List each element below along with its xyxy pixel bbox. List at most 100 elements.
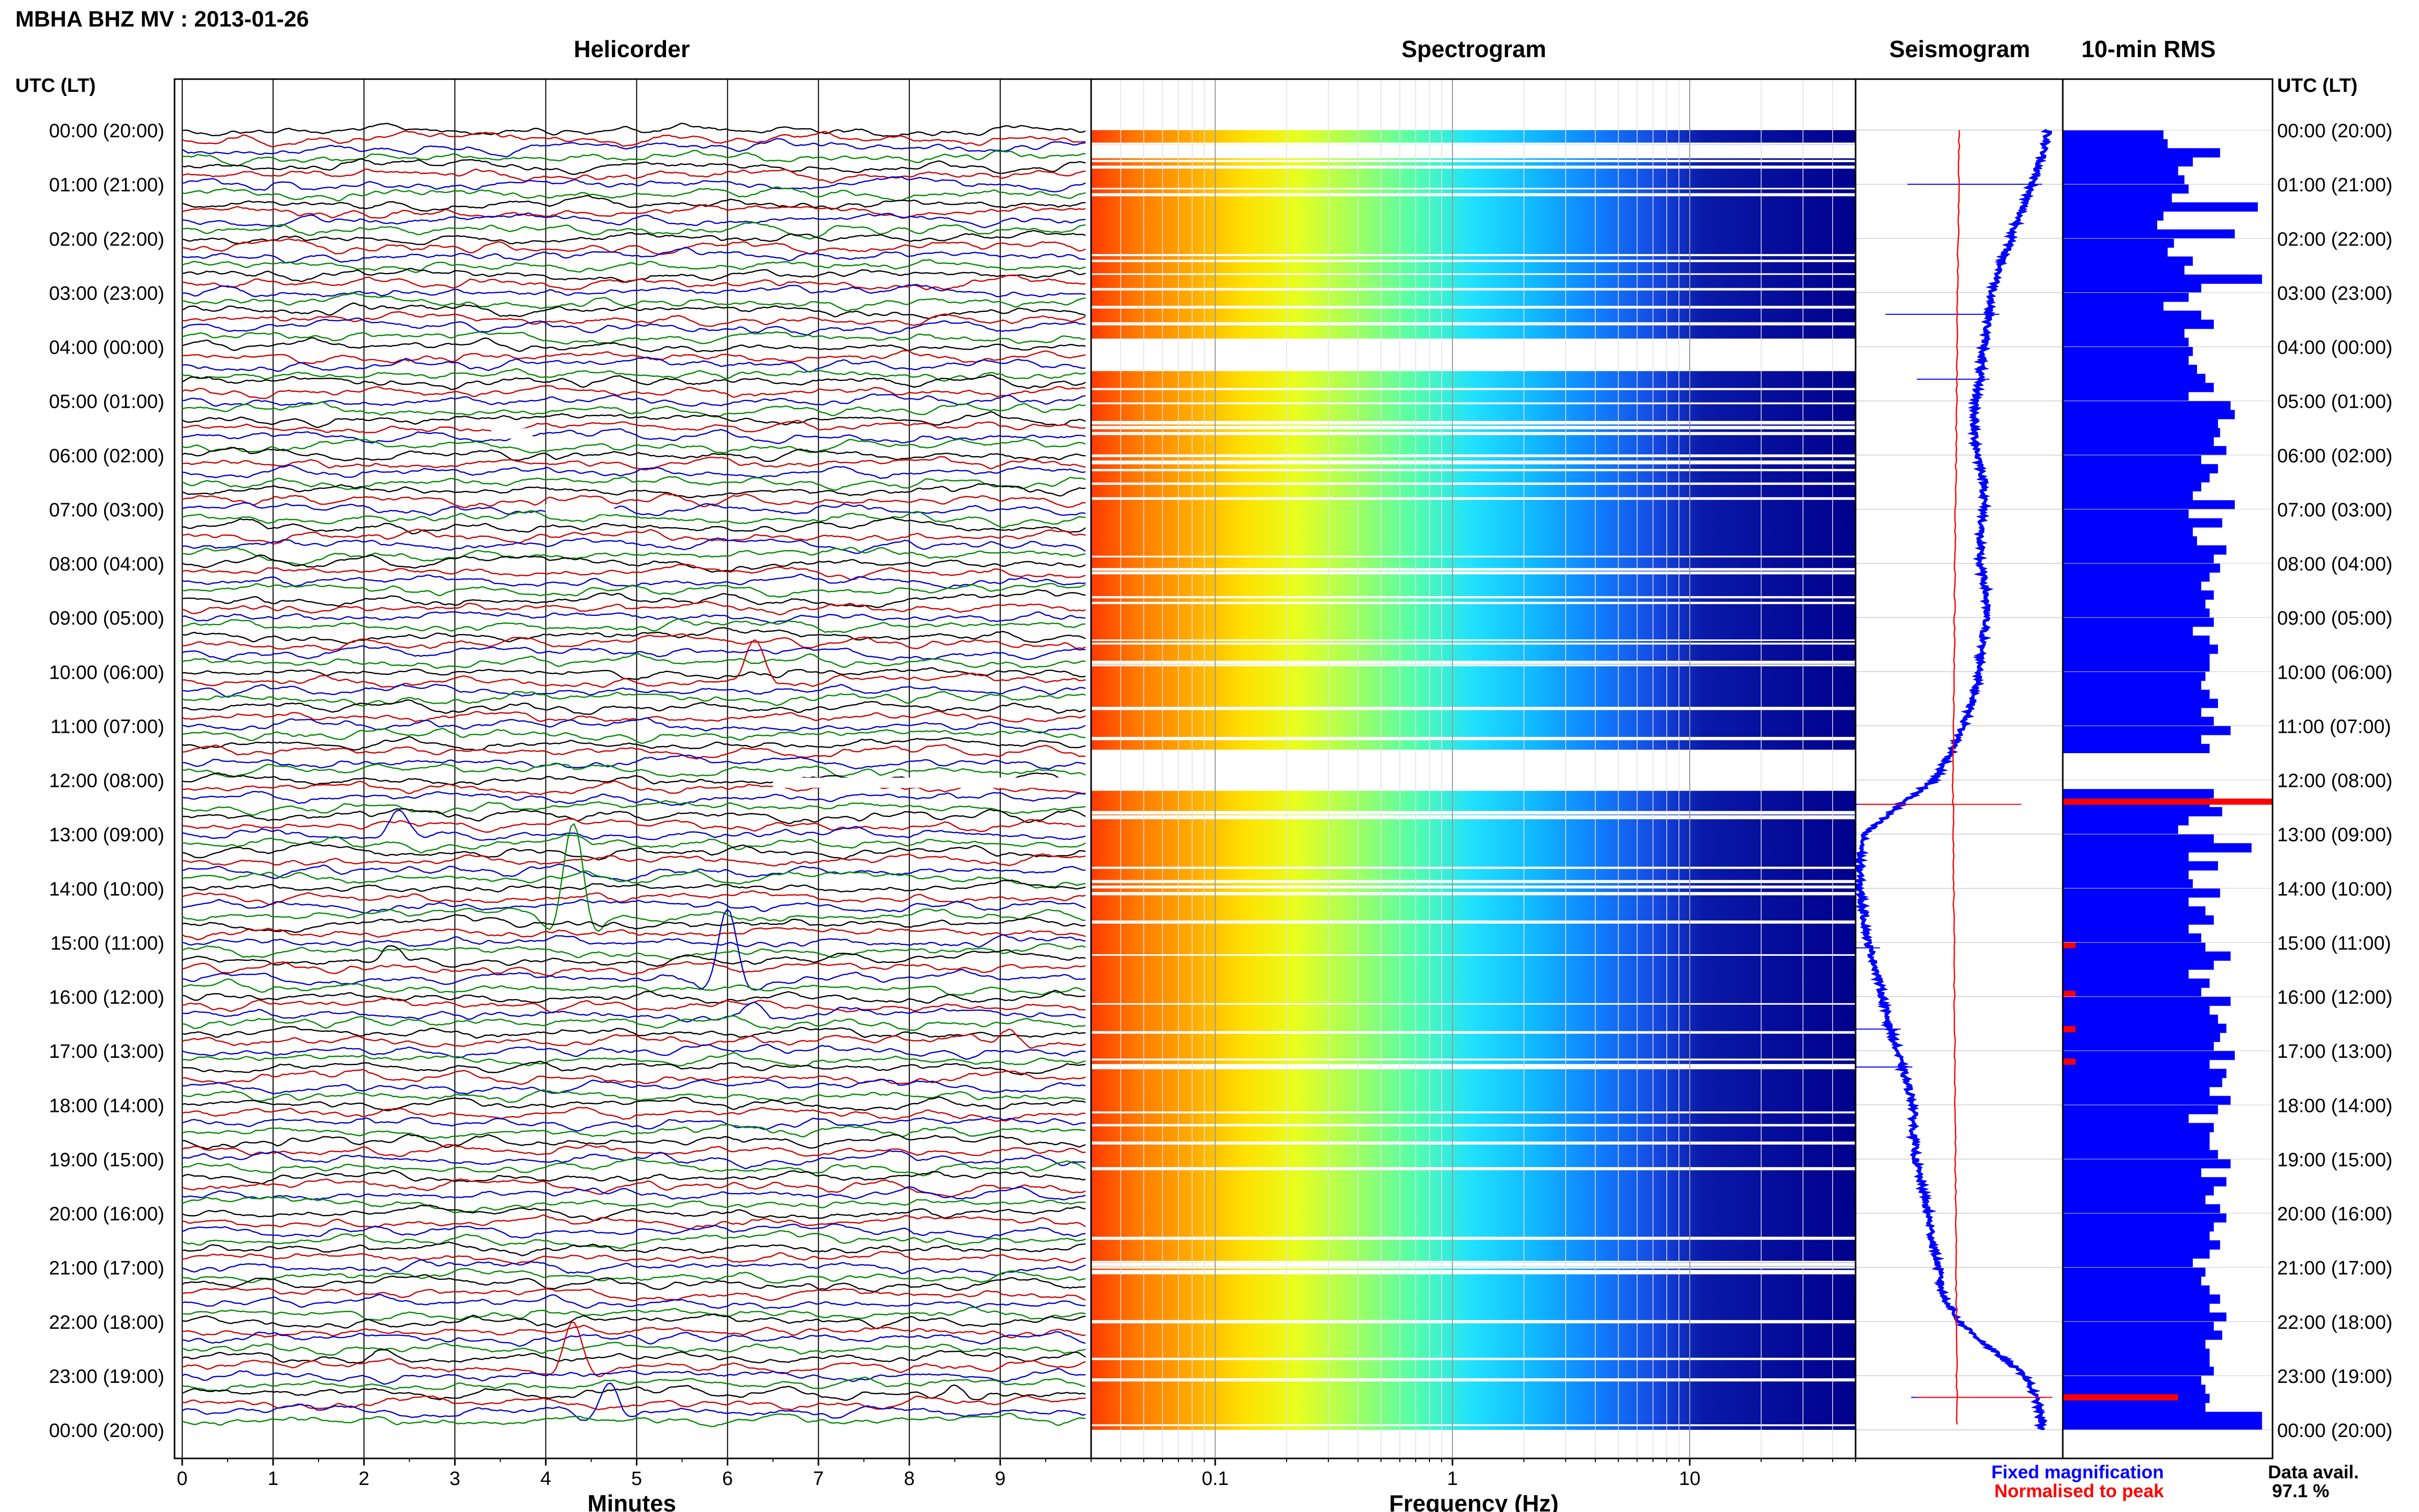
helicorder-trace [182,890,1086,905]
helicorder-trace [182,589,1086,608]
spectrogram-gap-stripe [1091,145,1856,148]
helicorder-trace [182,1268,1086,1284]
spectrogram-gap-stripe [1091,454,1856,457]
spectrogram-gap-stripe [1091,482,1856,485]
rms-bar [2063,789,2214,799]
helicorder-trace [182,834,1086,854]
rms-bar [2063,951,2231,961]
rms-bar [2063,897,2189,907]
helicorder-trace [182,808,1086,825]
time-label-right: 13:00 (09:00) [2277,825,2392,846]
spectrogram-gap-stripe [1091,1320,1856,1324]
rms-bar [2063,455,2202,464]
helicorder-trace [182,1241,1086,1256]
time-label-right: 20:00 (16:00) [2277,1204,2392,1225]
rms-bar [2063,1132,2210,1142]
helicorder-x-tick-label: 1 [268,1468,279,1490]
rms-bar [2063,1375,2202,1385]
rms-bar [2063,374,2206,383]
helicorder-trace [182,517,1086,535]
spectrogram-gap-stripe [1091,750,1856,753]
helicorder-trace [182,1015,1086,1031]
time-axis-header-left: UTC (LT) [15,75,96,96]
helicorder-trace [182,230,1086,245]
spectrogram-gap-stripe [1091,1266,1856,1269]
time-label-right: 04:00 (00:00) [2277,337,2392,359]
rms-bar [2063,1014,2218,1024]
rms-bar [2063,735,2202,745]
helicorder-trace [182,690,1086,707]
spectrogram-gap-stripe [1091,892,1856,896]
rms-bar [2063,960,2214,970]
helicorder-x-tick-label: 7 [813,1468,824,1490]
time-label-right: 00:00 (20:00) [2277,1420,2392,1442]
helicorder-trace [182,780,1086,796]
helicorder-trace [182,853,1086,867]
helicorder-trace [182,667,1086,680]
spectrogram-gap-stripe [1091,642,1856,645]
spectrogram-gap-stripe [1091,1003,1856,1005]
helicorder-trace [182,302,1086,319]
helicorder-x-tick-label: 6 [722,1468,733,1490]
rms-bar [2063,563,2220,573]
helicorder-trace [182,1382,1086,1421]
helicorder-trace [182,1223,1086,1239]
spectrogram-gap-stripe [1091,142,1856,145]
time-label-left: 14:00 (10:00) [49,879,164,900]
rms-bar [2063,1195,2206,1205]
spectrogram-gap-stripe [1091,461,1856,464]
rms-bar [2063,391,2189,402]
helicorder-trace [182,554,1086,573]
time-label-left: 03:00 (23:00) [49,283,164,304]
spectrogram-gap-stripe [1091,1270,1856,1273]
helicorder-trace [182,1144,1086,1157]
helicorder-trace [182,411,1086,428]
rms-bar [2063,590,2214,600]
helicorder-x-tick-label: 9 [995,1468,1005,1490]
spectrogram-x-tick-label: 10 [1679,1468,1700,1490]
helicorder-trace [182,476,1086,491]
helicorder-trace [182,331,1086,345]
rms-bar [2063,843,2252,853]
data-avail-label: Data avail. [2268,1461,2359,1482]
rms-peak-marker [2063,1394,2179,1401]
helicorder-title: Helicorder [574,36,690,62]
helicorder-trace [182,914,1086,933]
time-label-left: 02:00 (22:00) [49,229,164,250]
helicorder-trace [182,122,1086,137]
rms-bar [2063,915,2214,925]
spectrogram-xlabel: Frequency (Hz) [1389,1490,1559,1512]
time-label-left: 00:00 (20:00) [49,120,164,142]
spectrogram-gap-stripe [1091,1065,1856,1070]
spectrogram-gap-stripe [1091,880,1856,883]
helicorder-trace [182,744,1086,760]
rms-bar [2063,419,2218,429]
helicorder-trace [182,194,1086,212]
time-label-left: 16:00 (12:00) [49,987,164,1008]
helicorder-trace [182,1028,1086,1049]
spectrogram-gap-stripe [1091,149,1856,153]
seismogram-panel [1853,78,2064,1459]
helicorder-trace [182,754,1086,770]
rms-bar [2063,275,2262,284]
spectrogram-x-ticks: 0.1 1 10 [1091,1458,1856,1490]
helicorder-trace [182,1395,1086,1410]
time-label-right: 03:00 (23:00) [2277,283,2392,304]
time-label-right: 09:00 (05:00) [2277,608,2392,629]
rms-bar [2063,635,2210,645]
rms-bar [2063,473,2210,483]
helicorder-x-tick-label: 5 [631,1468,642,1490]
helicorder-trace [182,1274,1086,1293]
rms-peak-marker [2063,798,2273,805]
rms-bar [2063,157,2193,167]
rms-bar [2063,617,2214,627]
rms-bar [2063,1005,2210,1015]
spectrogram-gap-stripe [1091,356,1856,360]
helicorder-trace [182,356,1086,373]
helicorder-trace [182,1368,1086,1385]
helicorder-trace [182,350,1086,364]
spectrogram-gap-stripe [1091,352,1856,355]
rms-bar [2063,987,2202,997]
spectrogram-gap-stripe [1091,306,1856,309]
spectrogram-gap-stripe [1091,288,1856,291]
